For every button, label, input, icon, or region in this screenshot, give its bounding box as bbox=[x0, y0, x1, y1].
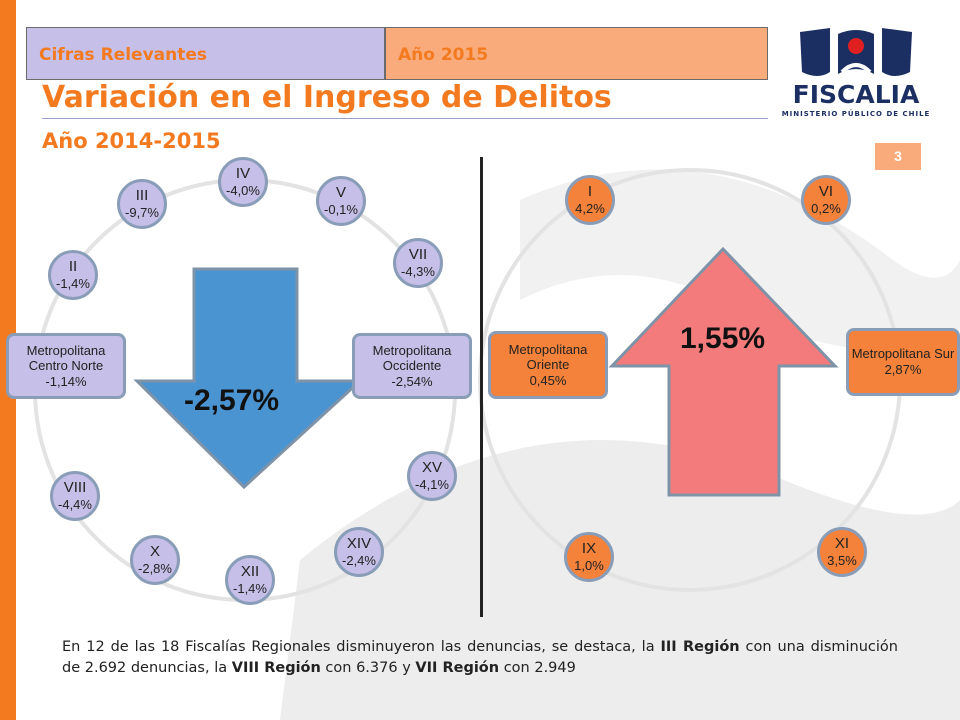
region-node: V -0,1% bbox=[316, 176, 366, 226]
region-node: XI 3,5% bbox=[817, 527, 867, 577]
region-node: IX 1,0% bbox=[564, 532, 614, 582]
increase-total: 1,55% bbox=[680, 322, 766, 355]
section-tab-label: Cifras Relevantes bbox=[39, 45, 207, 65]
group-divider bbox=[480, 157, 483, 617]
fiscalia-logo: FISCALIA MINISTERIO PÚBLICO DE CHILE bbox=[772, 24, 940, 124]
region-node: X -2,8% bbox=[130, 535, 180, 585]
region-node: I 4,2% bbox=[565, 175, 615, 225]
year-tab: Año 2015 bbox=[385, 27, 768, 80]
region-node: III -9,7% bbox=[117, 179, 167, 229]
summary-text: En 12 de las 18 Fiscalías Regionales dis… bbox=[62, 639, 898, 676]
page-subtitle: Año 2014-2015 bbox=[42, 129, 221, 153]
region-node: XII -1,4% bbox=[225, 555, 275, 605]
year-tab-label: Año 2015 bbox=[398, 45, 489, 65]
region-node: XIV -2,4% bbox=[334, 527, 384, 577]
page-title: Variación en el Ingreso de Delitos bbox=[42, 80, 612, 115]
region-node: Metropolitana Occidente -2,54% bbox=[352, 333, 472, 399]
section-tab: Cifras Relevantes bbox=[26, 27, 385, 80]
logo-tagline: MINISTERIO PÚBLICO DE CHILE bbox=[781, 110, 931, 118]
title-divider bbox=[42, 118, 768, 119]
region-node: VII -4,3% bbox=[393, 238, 443, 288]
region-node: Metropolitana Centro Norte -1,14% bbox=[6, 333, 126, 399]
decrease-total: -2,57% bbox=[184, 384, 280, 417]
region-node: XV -4,1% bbox=[407, 451, 457, 501]
region-node: Metropolitana Sur 2,87% bbox=[846, 328, 960, 396]
page-number: 3 bbox=[875, 143, 921, 170]
region-node: VI 0,2% bbox=[801, 175, 851, 225]
down-arrow-icon bbox=[133, 267, 364, 490]
up-arrow-icon bbox=[608, 246, 839, 497]
region-node: II -1,4% bbox=[48, 250, 98, 300]
region-node: Metropolitana Oriente 0,45% bbox=[488, 331, 608, 399]
region-node: IV -4,0% bbox=[218, 157, 268, 207]
region-node: VIII -4,4% bbox=[50, 471, 100, 521]
logo-name: FISCALIA bbox=[792, 80, 920, 109]
fiscalia-emblem-icon bbox=[800, 28, 912, 76]
